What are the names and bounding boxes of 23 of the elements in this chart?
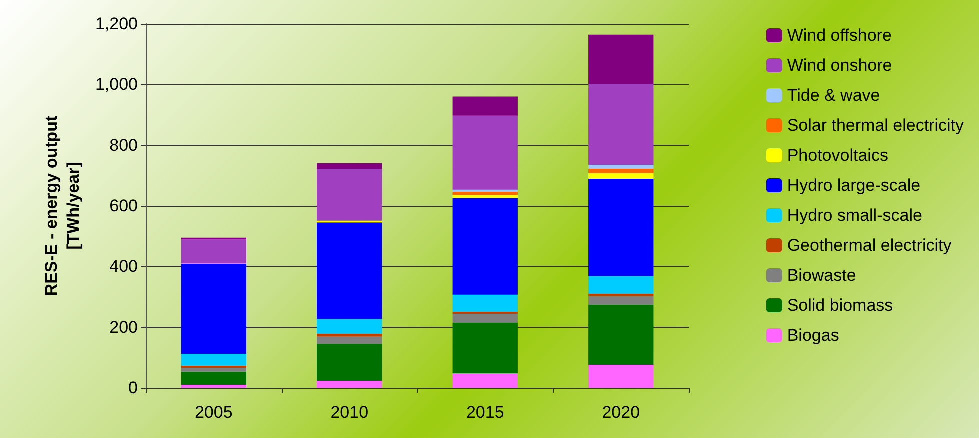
y-tick-label: 600: [110, 196, 138, 216]
legend-label: Biogas: [787, 326, 840, 345]
y-tick-label: 800: [110, 136, 138, 155]
legend-label: Solar thermal electricity: [787, 116, 964, 135]
legend-label: Hydro large-scale: [787, 176, 921, 195]
y-tick-label: 200: [110, 318, 138, 337]
legend-label: Wind offshore: [787, 26, 892, 45]
y-tick-label: 1,200: [95, 14, 138, 34]
legend-label: Photovoltaics: [787, 146, 888, 165]
y-tick-label: 0: [128, 378, 138, 398]
x-tick-label: 2005: [194, 403, 233, 422]
legend-label: Solid biomass: [787, 296, 894, 315]
legend-label: Tide & wave: [787, 86, 880, 105]
legend-label: Biowaste: [787, 266, 856, 285]
legend-label: Hydro small-scale: [787, 206, 922, 225]
x-tick-label: 2020: [602, 403, 640, 422]
x-tick-label: 2010: [330, 403, 369, 422]
y-tick-label: 1,000: [95, 75, 138, 94]
legend-label: Geothermal electricity: [787, 236, 952, 255]
y-axis-title: RES-E - energy output [TWh/year]: [42, 115, 84, 296]
y-tick-label: 400: [110, 257, 138, 276]
x-tick-label: 2015: [466, 403, 504, 422]
legend-label: Wind onshore: [787, 56, 892, 75]
